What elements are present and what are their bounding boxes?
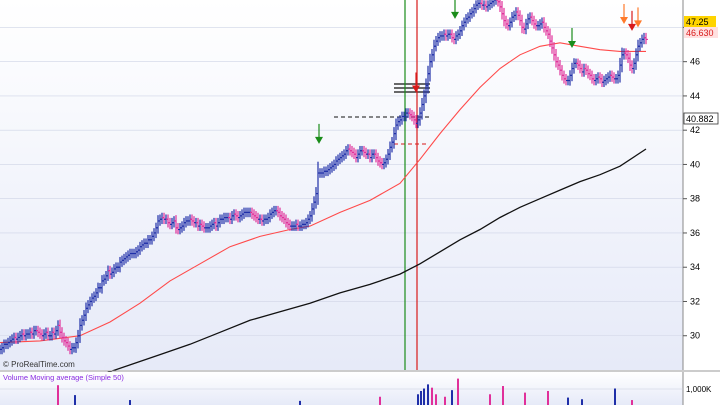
badge-last-price: 47.25 — [684, 16, 716, 27]
volume-bar — [547, 390, 549, 405]
tick-label-46: 46 — [690, 57, 700, 67]
signal-arrow-orange — [634, 7, 642, 28]
volume-bar — [427, 384, 429, 405]
signal-arrow-sell — [412, 72, 420, 93]
signal-arrow-orange — [620, 3, 628, 24]
price-panel-background — [0, 0, 683, 370]
signal-arrow-head — [634, 20, 642, 28]
price-bar — [494, 0, 498, 5]
tick-label-30: 30 — [690, 331, 700, 341]
signal-arrow-buy — [568, 27, 576, 48]
volume-bar — [631, 400, 633, 405]
signal-arrow-head — [628, 23, 636, 31]
volume-bar — [524, 392, 526, 405]
signal-arrow-head — [568, 40, 576, 48]
badge-last-price-bg — [684, 16, 716, 27]
volume-bar — [299, 400, 301, 405]
volume-panel-background — [0, 372, 683, 405]
volume-bar — [581, 399, 583, 405]
volume-bar — [379, 396, 381, 405]
badge-last-price-text: 47.25 — [686, 17, 709, 27]
volume-bar — [74, 395, 76, 405]
badge-sma50-bg — [684, 27, 718, 38]
price-bar — [644, 32, 648, 45]
tick-label-42: 42 — [690, 125, 700, 135]
tick-label-36: 36 — [690, 228, 700, 238]
volume-bars — [57, 378, 633, 405]
sma50-line — [0, 42, 646, 344]
tick-label-44: 44 — [690, 91, 700, 101]
tick-label-34: 34 — [690, 262, 700, 272]
volume-bar — [420, 390, 422, 405]
volume-bar — [567, 397, 569, 405]
volume-panel-title: Volume Moving average (Simple 50) — [3, 373, 124, 382]
signal-arrow-head — [620, 16, 628, 24]
badge-sma200-text: 40.882 — [686, 114, 714, 124]
sma200-line — [69, 148, 647, 380]
badge-sma50: 46.630 — [684, 27, 718, 38]
volume-bar — [614, 388, 616, 405]
volume-bar — [489, 394, 491, 405]
volume-axis-label: 1,000K — [686, 385, 712, 394]
volume-bar — [457, 378, 459, 405]
badge-sma50-text: 46.630 — [686, 28, 714, 38]
price-bar — [492, 0, 496, 7]
price-bars — [0, 0, 648, 355]
volume-bar — [417, 394, 419, 405]
signal-arrow-buy — [451, 0, 459, 19]
tick-label-40: 40 — [690, 159, 700, 169]
volume-bar — [129, 400, 131, 405]
signal-arrow-buy — [315, 123, 323, 144]
volume-bar — [431, 387, 433, 405]
volume-bar — [502, 386, 504, 405]
signal-arrow-head — [412, 85, 420, 93]
signal-arrows — [315, 0, 642, 144]
volume-bar — [435, 394, 437, 405]
badge-sma200-bg — [683, 112, 719, 125]
tick-label-32: 32 — [690, 296, 700, 306]
signal-arrow-head — [451, 11, 459, 19]
vertical-signal-lines — [404, 0, 418, 370]
badge-sma200: 40.882 — [683, 112, 719, 125]
signal-arrow-sell — [628, 10, 636, 31]
volume-bar — [444, 396, 446, 405]
tick-label-38: 38 — [690, 194, 700, 204]
watermark: © ProRealTime.com — [3, 360, 75, 369]
volume-bar — [451, 390, 453, 405]
volume-bar — [423, 388, 425, 405]
price-axis-background — [683, 0, 720, 370]
signal-arrow-head — [315, 136, 323, 144]
volume-bar — [57, 385, 59, 405]
